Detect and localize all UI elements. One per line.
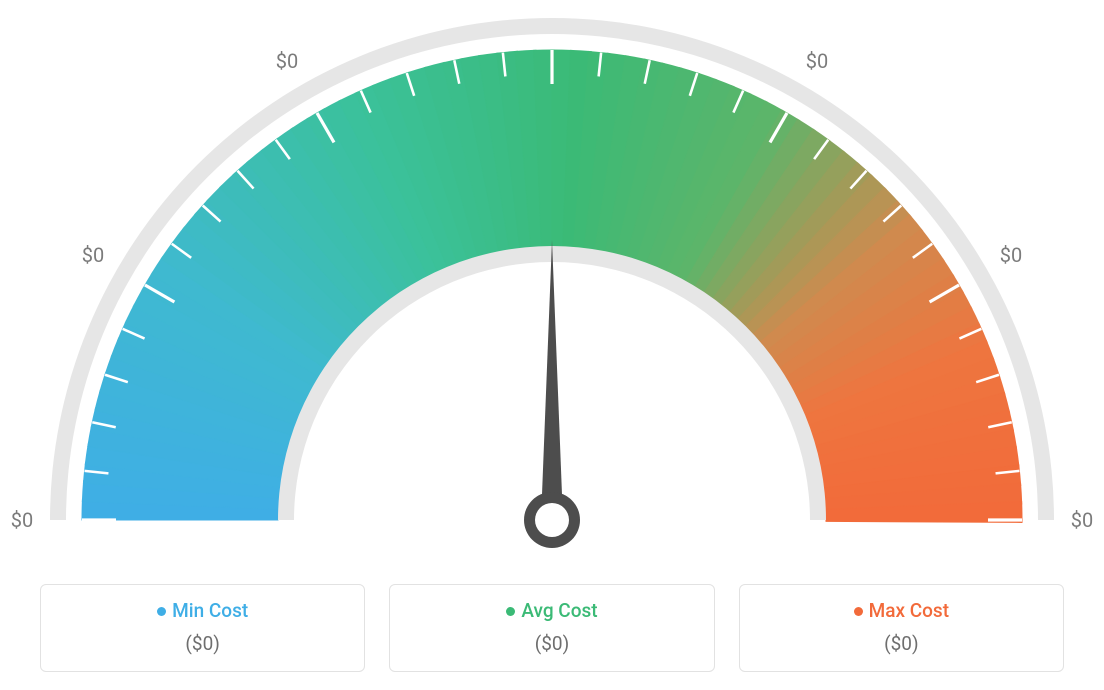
legend-title-avg: Avg Cost: [400, 599, 703, 622]
gauge-svg: [0, 0, 1104, 560]
gauge-tick-label: $0: [11, 508, 33, 532]
legend-dot-min: [157, 607, 166, 616]
legend-label-avg: Avg Cost: [521, 599, 597, 622]
legend-card-min: Min Cost ($0): [40, 584, 365, 672]
gauge-tick-label: $0: [276, 49, 298, 73]
gauge-area: $0 $0 $0 $0 $0 $0 $0: [0, 0, 1104, 560]
legend-dot-max: [854, 607, 863, 616]
cost-gauge-chart: $0 $0 $0 $0 $0 $0 $0 Min Cost ($0) Avg Cost ($…: [0, 0, 1104, 690]
gauge-tick-label: $0: [1071, 508, 1093, 532]
legend-row: Min Cost ($0) Avg Cost ($0) Max Cost ($0…: [40, 584, 1064, 672]
legend-card-max: Max Cost ($0): [739, 584, 1064, 672]
legend-title-min: Min Cost: [51, 599, 354, 622]
legend-label-min: Min Cost: [172, 599, 248, 622]
legend-dot-avg: [506, 607, 515, 616]
legend-title-max: Max Cost: [750, 599, 1053, 622]
legend-value-min: ($0): [51, 632, 354, 655]
gauge-tick-label: $0: [82, 243, 104, 267]
legend-value-max: ($0): [750, 632, 1053, 655]
gauge-tick-label: $0: [541, 0, 563, 2]
legend-label-max: Max Cost: [869, 599, 949, 622]
gauge-tick-label: $0: [806, 49, 828, 73]
gauge-tick-label: $0: [1000, 243, 1022, 267]
legend-value-avg: ($0): [400, 632, 703, 655]
legend-card-avg: Avg Cost ($0): [389, 584, 714, 672]
